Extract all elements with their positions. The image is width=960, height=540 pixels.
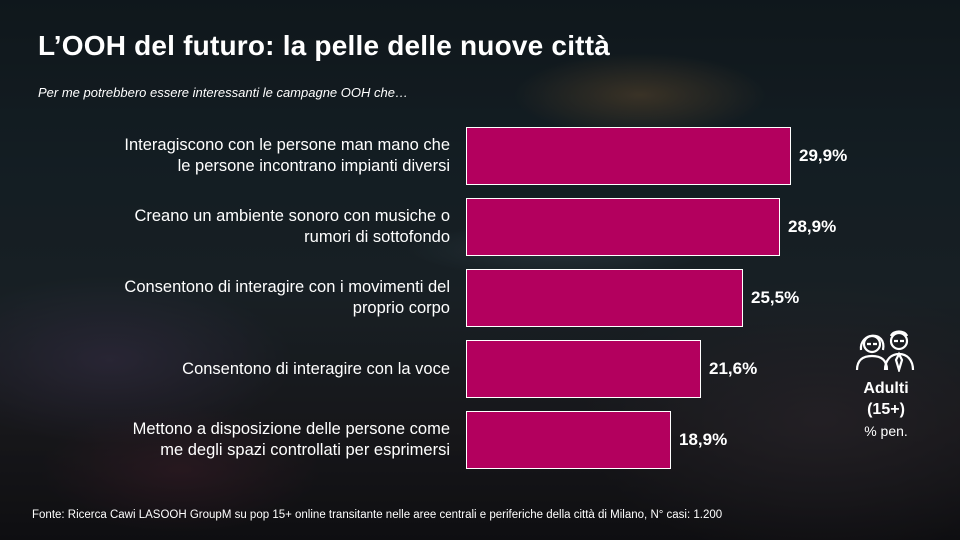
page-title: L’OOH del futuro: la pelle delle nuove c… xyxy=(38,30,610,61)
legend-sub-label: % pen. xyxy=(864,423,908,439)
category-label-line: me degli spazi controllati per esprimers… xyxy=(160,441,450,459)
chart-subtitle: Per me potrebbero essere interessanti le… xyxy=(38,85,408,100)
legend-main-label: Adulti (15+) xyxy=(840,378,932,420)
value-label-2: 28,9% xyxy=(788,217,837,236)
bar-4 xyxy=(466,340,701,398)
category-label-line: Creano un ambiente sonoro con musiche o xyxy=(134,207,450,225)
category-label-line: Interagiscono con le persone man mano ch… xyxy=(124,136,450,154)
category-label-line: proprio corpo xyxy=(352,299,450,317)
category-label-line: Consentono di interagire con la voce xyxy=(182,359,450,378)
value-label-5: 18,9% xyxy=(679,430,728,449)
category-label-line: rumori di sottofondo xyxy=(304,228,450,246)
category-label-line: Consentono di interagire con i movimenti… xyxy=(124,278,450,296)
legend-label-line1: Adulti xyxy=(863,380,909,397)
value-label-1: 29,9% xyxy=(799,146,848,165)
legend-box: Adulti (15+) % pen. xyxy=(840,324,932,439)
bar-3 xyxy=(466,269,743,327)
source-note: Fonte: Ricerca Cawi LASOOH GroupM su pop… xyxy=(32,509,723,521)
value-label-3: 25,5% xyxy=(751,288,800,307)
value-label-4: 21,6% xyxy=(709,359,758,378)
category-label-2: Creano un ambiente sonoro con musiche o r… xyxy=(20,206,450,248)
category-label-4: Consentono di interagire con la voce xyxy=(20,359,450,380)
category-label-1: Interagiscono con le persone man mano ch… xyxy=(20,135,450,177)
category-label-5: Mettono a disposizione delle persone com… xyxy=(20,419,450,461)
bar-1 xyxy=(466,127,791,185)
bar-5 xyxy=(466,411,671,469)
legend-label-line2: (15+) xyxy=(867,401,905,418)
category-label-line: Mettono a disposizione delle persone com… xyxy=(132,420,450,438)
category-label-3: Consentono di interagire con i movimenti… xyxy=(20,277,450,319)
category-label-line: le persone incontrano impianti diversi xyxy=(177,157,450,175)
bar-2 xyxy=(466,198,780,256)
people-icon xyxy=(855,330,915,372)
